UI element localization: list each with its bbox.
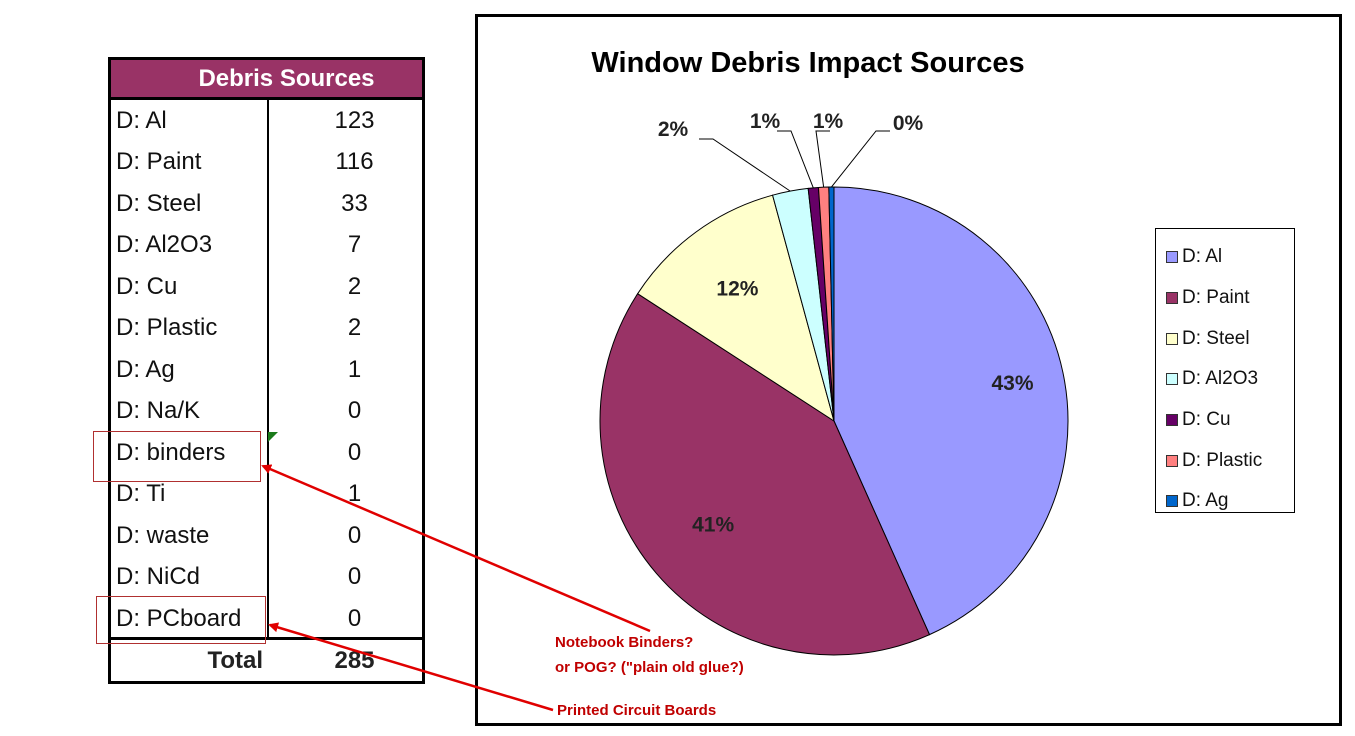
binders-highlight-box [93,431,261,482]
total-label: Total [207,646,263,674]
table-header: Debris Sources [111,60,422,100]
row-count: 0 [347,521,362,549]
binders-note-line2: or POG? ("plain old glue?) [555,659,744,676]
table-row: D: Paint 116 [111,142,422,184]
row-name: D: Al [116,106,167,134]
chart-legend: D: Al D: Paint D: Steel D: Al2O3 D: Cu D: Pla… [1155,228,1295,513]
row-count: 0 [347,438,362,466]
leader-line [831,130,890,188]
slice-label: 1% [813,110,844,133]
pie-chart: 43% 41% 12% 2% 1% 1% 0% [599,110,1069,656]
legend-swatch [1166,251,1178,264]
legend-swatch [1166,332,1178,345]
table-row: D: Steel 33 [111,183,422,225]
legend-item: D: Cu [1156,400,1294,441]
legend-swatch [1166,414,1178,427]
legend-swatch [1166,373,1178,386]
row-count: 2 [347,272,362,300]
comment-indicator [268,432,278,442]
pie-slice-3 [636,194,835,423]
chart-title: Window Debris Impact Sources [591,47,1025,79]
row-name: D: binders [116,438,226,466]
row-name: D: Na/K [116,397,201,425]
table-row: D: Al 123 [111,100,422,142]
legend-item: D: Ag [1156,481,1294,522]
row-name: D: Plastic [116,314,218,342]
pie-slice-7 [828,186,835,422]
slice-label: 12% [716,278,758,301]
legend-label: D: Al2O3 [1182,368,1259,390]
legend-swatch [1166,292,1178,305]
row-name: D: Ag [116,355,175,383]
legend-label: D: Cu [1182,409,1231,431]
row-name: D: Al2O3 [116,231,213,259]
row-count: 116 [335,148,374,176]
table-row: D: Cu 2 [111,266,422,308]
row-count: 7 [347,231,362,259]
total-value: 285 [334,646,375,674]
binders-note-line1: Notebook Binders? [555,634,694,651]
slice-label: 43% [991,372,1033,395]
legend-item: D: Steel [1156,318,1294,359]
row-count: 0 [347,563,362,591]
legend-label: D: Plastic [1182,449,1263,471]
legend-label: D: Steel [1182,327,1250,349]
slice-label: 2% [658,118,689,141]
leader-line [815,130,830,188]
pcboard-highlight-box [96,596,266,644]
table-rows: D: Al 123 D: Paint 116 D: Steel 33 D: Al2O3 7 D:… [111,100,422,640]
table-row: D: Na/K 0 [111,391,422,433]
row-count: 2 [347,314,362,342]
row-count: 123 [334,106,375,134]
row-count: 1 [347,480,362,508]
slice-label: 1% [750,110,781,133]
row-name: D: Ti [116,480,166,508]
slice-label: 0% [893,112,924,135]
legend-swatch [1166,495,1178,508]
legend-item: D: Plastic [1156,440,1294,481]
row-count: 33 [341,189,368,217]
leader-line [699,138,791,192]
column-divider [267,100,269,640]
row-name: D: Cu [116,272,178,300]
row-count: 0 [347,397,362,425]
pcboard-note: Printed Circuit Boards [557,702,717,719]
legend-item: D: Paint [1156,278,1294,319]
legend-label: D: Al [1182,246,1223,268]
legend-swatch [1166,454,1178,467]
slice-label: 41% [692,513,734,536]
pie-slice-1 [833,186,1069,636]
legend-item: D: Al2O3 [1156,359,1294,400]
row-name: D: NiCd [116,563,201,591]
table-row: D: Al2O3 7 [111,225,422,267]
legend-item: D: Al [1156,237,1294,278]
table-row: D: Ag 1 [111,349,422,391]
row-name: D: Steel [116,189,202,217]
legend-label: D: Ag [1182,490,1229,512]
row-name: D: waste [116,521,210,549]
legend-label: D: Paint [1182,287,1250,309]
leader-line [777,130,814,189]
debris-sources-table: Debris Sources D: Al 123 D: Paint 116 D: Ste… [108,57,425,684]
row-count: 0 [347,604,362,632]
pie-chart-panel: Window Debris Impact Sources 43% 41% 12% 2%… [475,14,1342,726]
row-name: D: Paint [116,148,202,176]
table-row: D: binders 0 [111,432,422,474]
row-name: D: PCboard [116,604,242,632]
pie-slice-2 [599,293,931,656]
table-row: D: Plastic 2 [111,308,422,350]
row-count: 1 [347,355,362,383]
